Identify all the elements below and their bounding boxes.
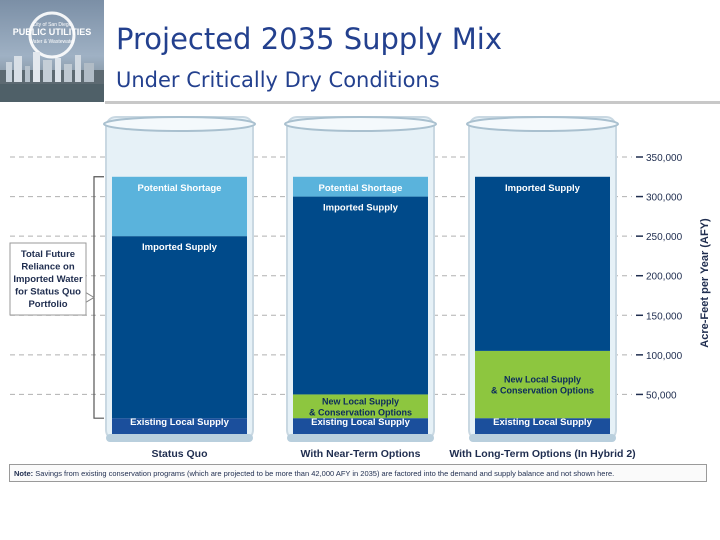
segment-label: Imported Supply	[142, 242, 218, 253]
bar-segment	[112, 236, 247, 419]
y-tick-label: 200,000	[646, 272, 683, 283]
glass-rim	[466, 116, 619, 132]
segment-label: Potential Shortage	[138, 183, 222, 194]
city-logo: City of San Diego PUBLIC UTILITIES Water…	[0, 0, 104, 102]
callout-line: Imported Water	[13, 274, 83, 285]
segment-label: Existing Local Supply	[130, 417, 229, 428]
page-subtitle: Under Critically Dry Conditions	[116, 68, 440, 92]
bar-segment	[475, 350, 610, 419]
bar-segment	[112, 418, 247, 434]
bar-segment	[293, 418, 428, 434]
segment-label: & Conservation Options	[491, 386, 594, 396]
callout-box	[9, 242, 87, 316]
header-divider	[105, 101, 720, 104]
y-tick-label: 50,000	[646, 390, 677, 401]
bar-segment	[293, 196, 428, 395]
callout-bracket	[93, 176, 104, 419]
callout-line: for Status Quo	[15, 287, 81, 298]
segment-label: & Conservation Options	[309, 407, 412, 417]
header-bar	[0, 0, 720, 104]
glass-base	[106, 434, 253, 442]
segment-label: New Local Supply	[504, 375, 581, 385]
category-label: With Long-Term Options (In Hybrid 2)	[449, 448, 635, 460]
segment-label: Potential Shortage	[319, 183, 403, 194]
y-axis-label: Acre-Feet per Year (AFY)	[699, 218, 711, 348]
glass-base	[287, 434, 434, 442]
segment-label: Imported Supply	[505, 183, 581, 194]
segment-label: Imported Supply	[323, 203, 399, 214]
bar-segment	[475, 176, 610, 351]
y-tick-label: 100,000	[646, 351, 683, 362]
segment-label: Existing Local Supply	[311, 417, 410, 428]
logo-city-line: City of San Diego	[32, 22, 72, 28]
glass-rim	[103, 116, 256, 132]
glass-rim	[284, 116, 437, 132]
y-tick-label: 250,000	[646, 232, 683, 243]
category-label: With Near-Term Options	[301, 448, 421, 460]
bar-segment	[475, 418, 610, 434]
y-tick-label: 350,000	[646, 153, 683, 164]
footnote: Note: Savings from existing conservation…	[9, 464, 707, 482]
glass-column: Existing Local Supply New Local Supply& C…	[466, 116, 619, 442]
callout-line: Total Future	[21, 249, 75, 260]
logo-water-line: Water & Wastewater	[29, 39, 75, 45]
callout-line: Portfolio	[28, 299, 67, 310]
glass-base	[469, 434, 616, 442]
segment-label: New Local Supply	[322, 396, 399, 406]
footnote-prefix: Note:	[14, 469, 34, 478]
y-tick-label: 300,000	[646, 193, 683, 204]
bar-segment	[293, 394, 428, 419]
page-title: Projected 2035 Supply Mix	[116, 22, 502, 56]
segment-label: Existing Local Supply	[493, 417, 592, 428]
category-label: Status Quo	[151, 448, 207, 460]
footnote-text: Savings from existing conservation progr…	[35, 469, 615, 478]
callout-line: Reliance on	[21, 262, 75, 273]
y-tick-label: 150,000	[646, 311, 683, 322]
glass-column: Existing Local Supply Imported Supply Pote…	[103, 116, 256, 442]
skyline-image	[0, 11, 104, 102]
glass-column: Existing Local Supply New Local Supply& C…	[284, 116, 437, 442]
bar-segment	[293, 176, 428, 197]
logo-utilities-line: PUBLIC UTILITIES	[12, 27, 92, 37]
bar-segment	[112, 176, 247, 237]
